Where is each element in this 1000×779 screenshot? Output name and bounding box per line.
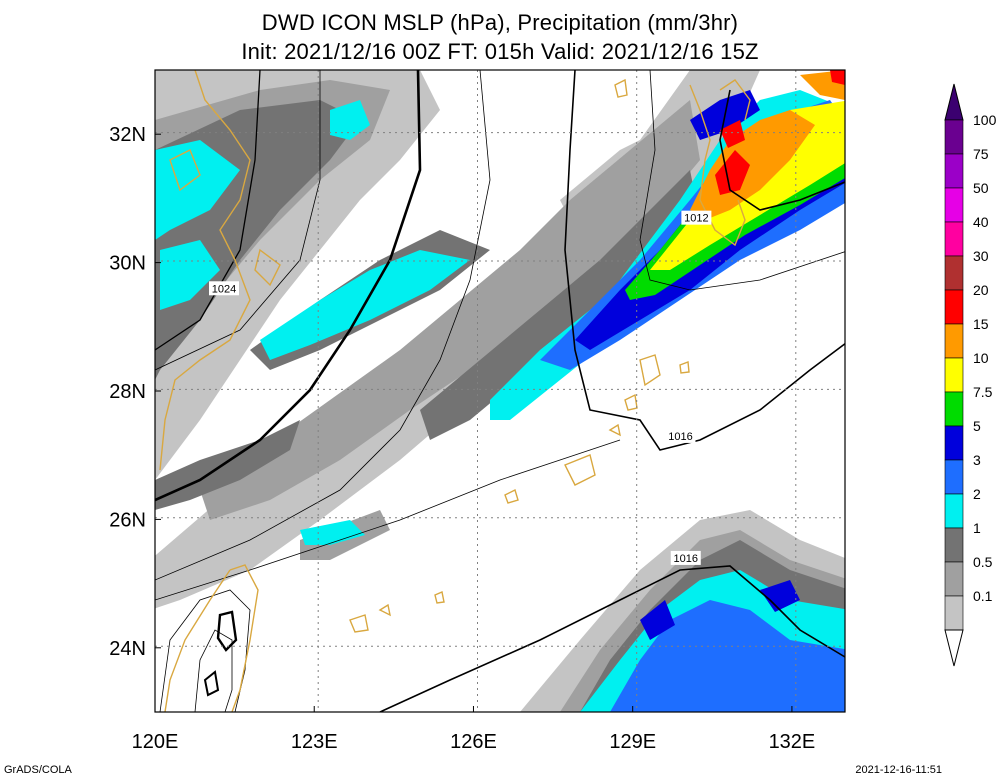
colorbar-swatch (944, 289, 964, 325)
map-title: DWD ICON MSLP (hPa), Precipitation (mm/3… (261, 10, 739, 35)
colorbar-swatch (944, 221, 964, 257)
colorbar-swatch (944, 119, 964, 155)
isobar-label-bg (670, 550, 701, 565)
lon-tick-label: 129E (609, 731, 656, 753)
colorbar-swatch (944, 255, 964, 291)
colorbar-swatch (944, 561, 964, 597)
colorbar-swatch (944, 493, 964, 529)
map-area: 1024 1012 1016 1016 (155, 70, 845, 712)
colorbar-label: 30 (973, 248, 989, 264)
colorbar-bottom-arrow (944, 629, 964, 667)
isobar-label-bg (665, 428, 696, 443)
colorbar-label: 10 (973, 350, 989, 366)
lon-tick-label: 132E (769, 731, 816, 753)
colorbar-swatch (944, 357, 964, 393)
precip-red (715, 70, 845, 195)
lat-tick-label: 28N (109, 381, 146, 403)
colorbar-legend: 100 75 50 40 30 20 15 10 7.5 5 3 2 1 0.5 0.1 (944, 83, 997, 667)
lat-tick-label: 26N (109, 509, 146, 531)
colorbar-swatch (944, 323, 964, 359)
isobar-label: 1024 (209, 281, 239, 296)
isobar-label-text: 1012 (684, 213, 708, 225)
colorbar-swatch (944, 527, 964, 563)
lat-tick-label: 32N (109, 124, 146, 146)
colorbar-label: 7.5 (973, 384, 993, 400)
footer-credit: GrADS/COLA (4, 764, 72, 776)
colorbar-swatch (944, 459, 964, 495)
isobar-label-bg (681, 210, 712, 225)
colorbar-label: 2 (973, 486, 981, 502)
lat-tick-label: 24N (109, 638, 146, 660)
gridlines (155, 70, 845, 712)
isobar-label: 1012 (681, 210, 712, 225)
lon-tick-label: 126E (450, 731, 497, 753)
coastlines (159, 70, 751, 712)
colorbar-swatch (944, 425, 964, 461)
lon-tick-label: 123E (291, 731, 338, 753)
axis-ticks: 120E 123E 126E 129E 132E 24N 26N 28N 30N 32N (109, 124, 815, 753)
isobar-labels: 1024 1012 1016 1016 (209, 210, 712, 565)
colorbar-label: 0.1 (973, 588, 993, 604)
footer-timestamp: 2021-12-16-11:51 (855, 764, 942, 776)
colorbar-label: 15 (973, 316, 989, 332)
colorbar-label: 3 (973, 452, 981, 468)
colorbar-swatch (944, 595, 964, 631)
colorbar-top-arrow (944, 83, 964, 121)
map-subtitle: Init: 2021/12/16 00Z FT: 015h Valid: 202… (241, 39, 759, 64)
colorbar-label: 5 (973, 418, 981, 434)
isobar-label: 1016 (665, 428, 696, 443)
colorbar-label: 100 (973, 112, 997, 128)
colorbar-swatch (944, 391, 964, 427)
lon-tick-label: 120E (132, 731, 179, 753)
colorbar-swatch (944, 153, 964, 189)
isobar-label-text: 1024 (212, 283, 236, 295)
isobar-label-text: 1016 (674, 553, 698, 565)
isobar-label-text: 1016 (668, 431, 692, 443)
colorbar-label: 75 (973, 146, 989, 162)
colorbar-label: 0.5 (973, 554, 993, 570)
isobars (155, 70, 845, 712)
colorbar-label: 20 (973, 282, 989, 298)
colorbar-label: 40 (973, 214, 989, 230)
colorbar-label: 50 (973, 180, 989, 196)
isobar-label-bg (209, 281, 239, 296)
colorbar-label: 1 (973, 520, 981, 536)
lat-tick-label: 30N (109, 253, 146, 275)
isobar-label: 1016 (670, 550, 701, 565)
colorbar-swatch (944, 187, 964, 223)
